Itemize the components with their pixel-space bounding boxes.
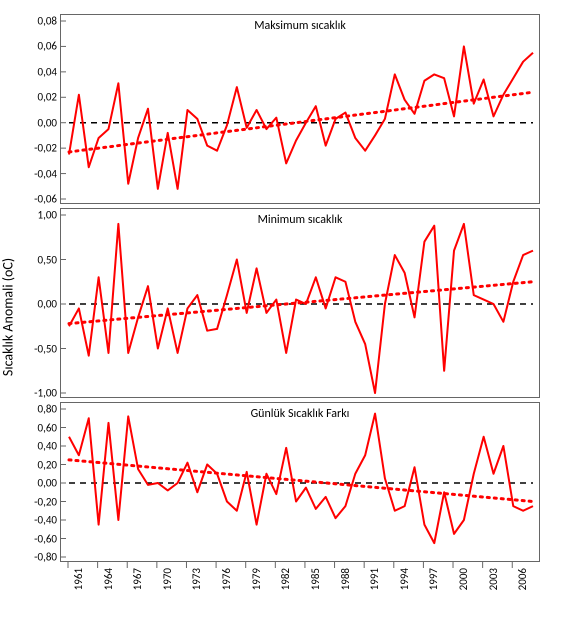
ytick-label: 0,50 — [38, 253, 57, 266]
xtick-label: 1976 — [220, 568, 233, 590]
xtick-label: 1979 — [250, 568, 263, 590]
ytick-label: 0,60 — [38, 421, 57, 434]
ytick-label: -0,40 — [34, 514, 57, 527]
xtick-label: 1961 — [72, 568, 85, 590]
xtick-label: 2000 — [457, 568, 470, 590]
xtick-label: 1988 — [339, 568, 352, 590]
ytick-label: -1,00 — [34, 387, 57, 400]
panel-diff-svg — [61, 403, 541, 563]
xtick-label: 1967 — [131, 568, 144, 590]
ytick-label: 0,20 — [38, 458, 57, 471]
panel-min: Minimum sıcaklık-1,00-0,500,000,501,00 — [60, 208, 540, 398]
xtick-label: 1997 — [427, 568, 440, 590]
ytick-label: 0,02 — [38, 91, 57, 104]
x-axis: 1961 1964 1967 1970 1973 1976 1979 1982 1985 1988… — [60, 566, 540, 616]
ytick-label: -0,60 — [34, 532, 57, 545]
panel-max-svg — [61, 15, 541, 205]
global-y-axis-label: Sıcaklık Anomali (oC) — [0, 257, 17, 375]
series-line — [69, 224, 533, 393]
xtick-label: 1994 — [398, 568, 411, 590]
xtick-label: 2003 — [487, 568, 500, 590]
ytick-label: 0,80 — [38, 403, 57, 416]
ytick-label: 0,00 — [38, 477, 57, 490]
figure-root: Sıcaklık Anomali (oC) Maksimum sıcaklık-… — [0, 0, 563, 633]
ytick-label: 0,04 — [38, 65, 57, 78]
xtick-label: 1985 — [309, 568, 322, 590]
xtick-label: 1964 — [102, 568, 115, 590]
ytick-label: -0,04 — [34, 167, 57, 180]
ytick-label: -0,20 — [34, 495, 57, 508]
ytick-label: -0,50 — [34, 342, 57, 355]
ytick-label: -0,06 — [34, 193, 57, 206]
panel-diff: Günlük Sıcaklık Farkı-0,80-0,60-0,40-0,2… — [60, 402, 540, 562]
xtick-label: 1982 — [279, 568, 292, 590]
ytick-label: 0,00 — [38, 116, 57, 129]
xtick-label: 1991 — [368, 568, 381, 590]
ytick-label: 0,40 — [38, 440, 57, 453]
xtick-label: 2006 — [516, 568, 529, 590]
panel-max: Maksimum sıcaklık-0,06-0,04-0,020,000,02… — [60, 14, 540, 204]
series-line — [69, 46, 533, 188]
panel-min-svg — [61, 209, 541, 399]
series-line — [69, 414, 533, 544]
ytick-label: 0,08 — [38, 15, 57, 28]
ytick-label: -0,80 — [34, 551, 57, 564]
panels-stack: Maksimum sıcaklık-0,06-0,04-0,020,000,02… — [60, 14, 540, 616]
xtick-label: 1973 — [190, 568, 203, 590]
ytick-label: 0,00 — [38, 298, 57, 311]
ytick-label: 1,00 — [38, 209, 57, 222]
ytick-label: 0,06 — [38, 40, 57, 53]
ytick-label: -0,02 — [34, 142, 57, 155]
xtick-label: 1970 — [161, 568, 174, 590]
